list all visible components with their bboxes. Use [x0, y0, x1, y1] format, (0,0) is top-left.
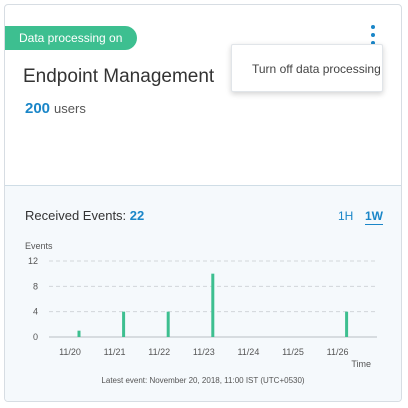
x-tick-label: 11/21 [104, 347, 126, 357]
dashboard-card: Data processing on Turn off data process… [4, 4, 402, 402]
chart-bar [166, 311, 170, 337]
chart-bar [345, 311, 349, 337]
x-tick-label: 11/22 [148, 347, 170, 357]
y-axis-label: Events [25, 241, 53, 251]
more-options-icon[interactable] [366, 23, 380, 47]
y-tick-label: 0 [33, 332, 38, 342]
received-events-label: Received Events: [25, 208, 130, 223]
range-1h-button[interactable]: 1H [338, 209, 354, 223]
x-tick-label: 11/25 [282, 347, 304, 357]
user-count-value: 200 [25, 100, 51, 117]
menu-item-turn-off-data-processing[interactable]: Turn off data processing [252, 62, 381, 76]
chart-bar [77, 330, 81, 337]
x-axis-label: Time [351, 359, 371, 369]
chart-bar [122, 311, 126, 337]
chart-bar [211, 273, 215, 337]
events-section: Received Events: 22 1H 1W Events 0 4 8 12 11/… [5, 186, 401, 401]
status-badge: Data processing on [5, 26, 137, 50]
kebab-dot [371, 25, 375, 29]
x-tick-label: 11/26 [327, 347, 349, 357]
x-tick-label: 11/20 [59, 347, 81, 357]
user-count: 200 users [25, 100, 86, 117]
latest-event-text: Latest event: November 20, 2018, 11:00 I… [101, 376, 305, 385]
events-chart: Events 0 4 8 12 11/20 11/21 11/22 11/23 11/24 11/2… [25, 241, 377, 369]
x-tick-label: 11/24 [237, 347, 259, 357]
options-menu: Turn off data processing [231, 44, 383, 92]
kebab-dot [371, 41, 375, 45]
y-tick-label: 8 [33, 281, 38, 291]
y-tick-label: 12 [28, 256, 38, 266]
x-tick-label: 11/23 [193, 347, 215, 357]
page-title: Endpoint Management [23, 66, 215, 87]
users-label: users [54, 101, 86, 116]
kebab-dot [371, 33, 375, 37]
range-1w-button[interactable]: 1W [365, 209, 383, 225]
card-header-section: Data processing on Turn off data process… [5, 5, 401, 186]
received-events-heading: Received Events: 22 [25, 208, 144, 223]
y-tick-label: 4 [33, 307, 38, 317]
received-events-count: 22 [129, 208, 145, 223]
